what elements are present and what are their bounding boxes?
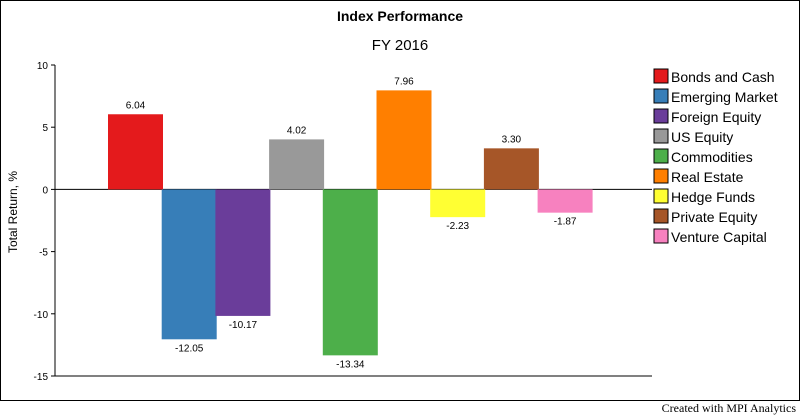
legend-label: Bonds and Cash [671,69,775,85]
legend-label: Private Equity [671,209,757,225]
chart-subtitle: FY 2016 [371,37,429,54]
bar-emerging-market [161,189,217,340]
y-tick-label: 0 [42,185,48,196]
data-label: -1.87 [554,217,577,228]
bars [108,90,593,356]
legend-swatch [653,228,669,244]
legend-swatch [653,68,669,84]
bar-us-equity [269,139,325,190]
legend-swatch [653,208,669,224]
y-tick-label: 5 [42,123,48,134]
bar-private-equity [483,148,539,190]
data-labels: 6.04 -12.05 -10.17 4.02 -13.34 7.96 -2.23 3.30 -… [126,76,577,370]
legend-label: Hedge Funds [671,189,755,205]
legend-swatch [653,88,669,104]
data-label: -2.23 [446,221,469,232]
legend-label: Emerging Market [671,89,778,105]
legend-swatch [653,168,669,184]
data-label: 3.30 [502,134,522,145]
y-tick-label: -15 [34,372,49,383]
footer-credit: Created with MPI Analytics [661,401,796,415]
data-label: -12.05 [175,343,204,354]
data-label: -13.34 [336,359,365,370]
bar-real-estate [376,90,432,190]
legend-swatch [653,148,669,164]
y-axis-label: Total Return, % [6,171,20,253]
data-label: 7.96 [394,76,414,87]
chart-title: Index Performance [336,8,464,24]
legend-label: Commodities [671,149,753,165]
y-tick-label: 10 [37,61,49,72]
y-tick-label: -10 [34,310,49,321]
legend-label: Foreign Equity [671,109,761,125]
bar-venture-capital [537,189,593,213]
legend-label: US Equity [671,129,733,145]
legend-swatch [653,188,669,204]
data-label: 4.02 [287,125,307,136]
bar-commodities [322,189,378,356]
data-label: 6.04 [126,100,146,111]
legend: Bonds and Cash Emerging Market Foreign Equ… [653,68,778,245]
bar-chart: 10 5 0 -5 -10 -15 6.04 -12.05 -10.17 4.02 -13.34 7… [6,61,778,383]
legend-label: Venture Capital [671,229,767,245]
bar-hedge-funds [430,189,486,218]
bar-bonds-and-cash [108,114,163,190]
legend-swatch [653,108,669,124]
legend-label: Real Estate [671,169,744,185]
data-label: -10.17 [229,320,258,331]
y-tick-label: -5 [39,248,48,259]
bar-foreign-equity [215,189,271,316]
legend-swatch [653,128,669,144]
